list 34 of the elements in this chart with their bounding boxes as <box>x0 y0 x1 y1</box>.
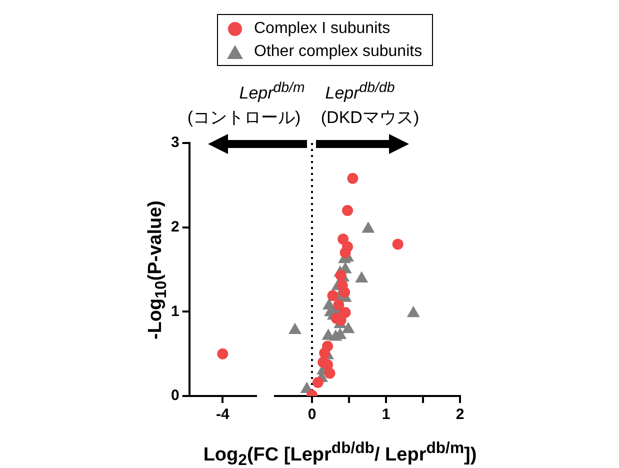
x-tick-label: 0 <box>308 406 316 424</box>
point <box>407 306 420 318</box>
y-tick-label: 2 <box>171 218 180 236</box>
x-tick-label: -4 <box>216 406 230 424</box>
point <box>336 280 348 292</box>
text: (コントロール) <box>187 107 301 129</box>
point <box>347 172 358 184</box>
text: Lepr$^{db/m}$ <box>239 80 305 104</box>
point <box>335 270 346 281</box>
point <box>342 322 354 334</box>
point <box>327 290 338 302</box>
point <box>362 222 374 233</box>
legend-label: Complex I subunits <box>254 20 390 37</box>
point <box>333 299 344 310</box>
point <box>342 204 354 216</box>
point <box>288 323 302 334</box>
point <box>319 347 330 358</box>
point <box>340 247 351 258</box>
point <box>335 314 346 326</box>
point <box>324 368 336 379</box>
point <box>355 272 368 283</box>
y-tick-label: 1 <box>171 302 180 320</box>
point <box>392 238 404 250</box>
y-tick-label: 3 <box>171 134 180 152</box>
x-axis-title: Log$_{2}$(FC [Lepr$^{db/db}$/ Lepr$^{db/m}$]) <box>203 440 477 468</box>
point <box>322 359 334 370</box>
text: (DKDマウス) <box>320 107 420 129</box>
point <box>340 307 351 318</box>
x-tick-label: 1 <box>382 406 390 424</box>
x-tick-label: 2 <box>456 406 464 424</box>
point <box>338 234 349 245</box>
legend-label: Other complex subunits <box>254 43 422 60</box>
text: Lepr$^{db/db}$ <box>325 80 395 104</box>
y-tick-label: 0 <box>171 387 180 404</box>
